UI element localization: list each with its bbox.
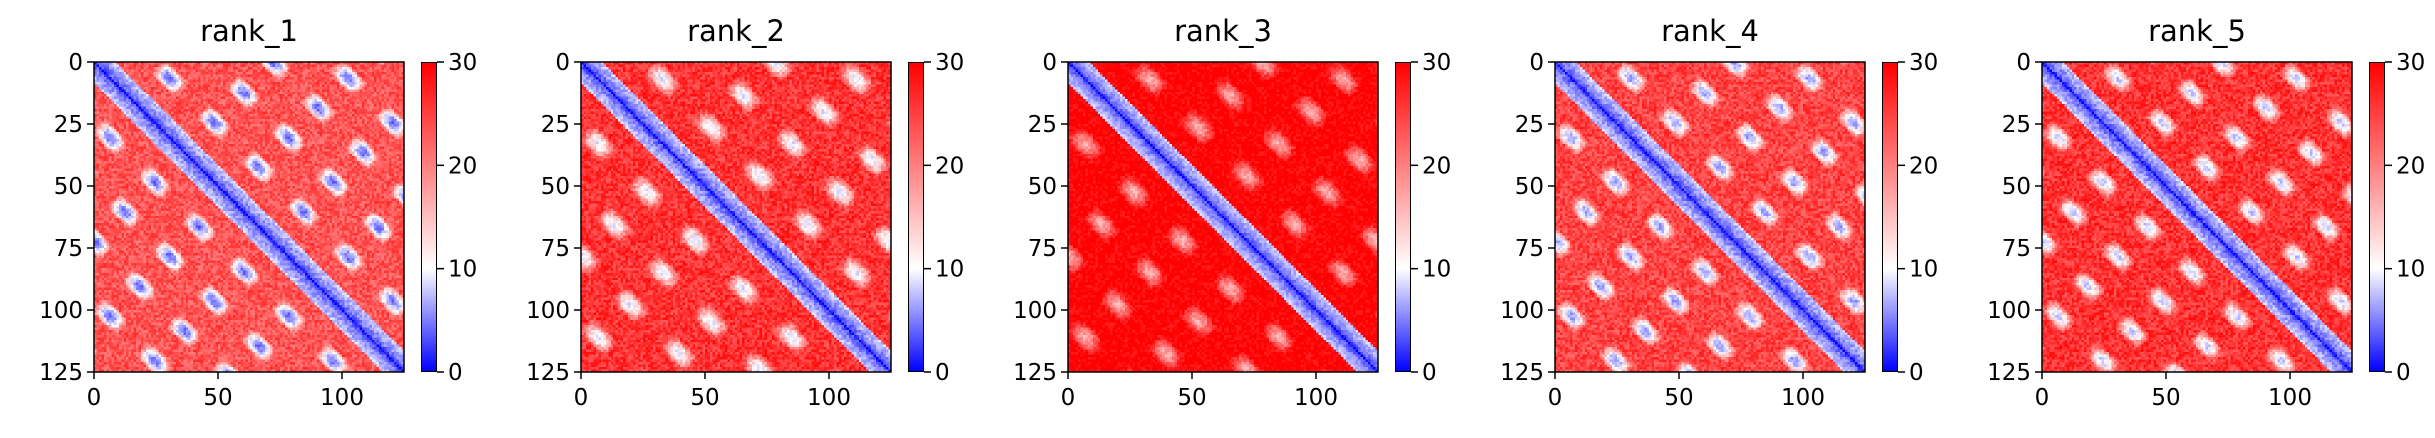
panel-title: rank_5	[2148, 14, 2246, 48]
colorbar-tick-label: 0	[1422, 360, 1437, 386]
colorbar-tick-label: 30	[1909, 50, 1938, 76]
colorbar	[1395, 62, 1411, 372]
colorbar-tick-label: 20	[1909, 153, 1938, 179]
colorbar-tick-label: 10	[1422, 257, 1451, 283]
y-tick-label: 50	[54, 174, 83, 200]
x-tick-label: 50	[1664, 385, 1693, 411]
y-tick-label: 75	[541, 236, 570, 262]
panel-rank-1: rank_1 0 50 100 0 25 50 75 100 125 0 10 20 30	[0, 0, 487, 438]
y-tick-label: 0	[68, 50, 83, 76]
colorbar-tick-label: 30	[2396, 50, 2425, 76]
colorbar-tick-label: 10	[1909, 257, 1938, 283]
y-tick-label: 125	[526, 360, 570, 386]
x-tick-label: 0	[87, 385, 102, 411]
colorbar	[2369, 62, 2385, 372]
heatmap-image	[1068, 62, 1378, 372]
colorbar-tick-label: 30	[935, 50, 964, 76]
y-tick-label: 100	[526, 298, 570, 324]
panel-rank-4: rank_4 0 50 100 0 25 50 75 100 125 0 10 20 30	[1461, 0, 1948, 438]
axes-frame	[1554, 61, 1866, 373]
y-tick-label: 125	[1500, 360, 1544, 386]
x-tick-label: 50	[203, 385, 232, 411]
y-tick-label: 50	[1515, 174, 1544, 200]
panel-title: rank_2	[687, 14, 785, 48]
y-tick-label: 25	[541, 112, 570, 138]
x-tick-label: 50	[1177, 385, 1206, 411]
y-tick-label: 0	[1529, 50, 1544, 76]
x-tick-label: 0	[2035, 385, 2050, 411]
y-tick-label: 125	[1987, 360, 2031, 386]
x-tick-label: 0	[1548, 385, 1563, 411]
y-tick-label: 75	[54, 236, 83, 262]
y-tick-label: 0	[1042, 50, 1057, 76]
heatmap-image	[1555, 62, 1865, 372]
colorbar-tick-label: 10	[935, 257, 964, 283]
y-tick-label: 75	[1515, 236, 1544, 262]
y-tick-label: 100	[1013, 298, 1057, 324]
y-tick-label: 75	[1028, 236, 1057, 262]
colorbar-tick-label: 20	[1422, 153, 1451, 179]
colorbar	[1882, 62, 1898, 372]
x-tick-label: 100	[2268, 385, 2312, 411]
colorbar-tick-label: 0	[935, 360, 950, 386]
colorbar-tick-label: 10	[2396, 257, 2425, 283]
x-tick-label: 100	[1781, 385, 1825, 411]
y-tick-label: 125	[39, 360, 83, 386]
axes-frame	[1067, 61, 1379, 373]
y-tick-label: 50	[1028, 174, 1057, 200]
colorbar-tick-label: 0	[1909, 360, 1924, 386]
panel-title: rank_3	[1174, 14, 1272, 48]
colorbar-tick-label: 20	[448, 153, 477, 179]
colorbar	[908, 62, 924, 372]
heatmap-image	[94, 62, 404, 372]
colorbar-tick-label: 20	[935, 153, 964, 179]
y-tick-label: 75	[2002, 236, 2031, 262]
y-tick-label: 100	[39, 298, 83, 324]
x-tick-label: 100	[807, 385, 851, 411]
y-tick-label: 50	[541, 174, 570, 200]
x-tick-label: 100	[1294, 385, 1338, 411]
x-tick-label: 0	[574, 385, 589, 411]
axes-frame	[93, 61, 405, 373]
y-tick-label: 50	[2002, 174, 2031, 200]
y-tick-label: 100	[1500, 298, 1544, 324]
panel-rank-2: rank_2 0 50 100 0 25 50 75 100 125 0 10 20 30	[487, 0, 974, 438]
axes-frame	[580, 61, 892, 373]
x-tick-label: 50	[690, 385, 719, 411]
heatmap-image	[581, 62, 891, 372]
x-tick-label: 0	[1061, 385, 1076, 411]
panel-title: rank_4	[1661, 14, 1759, 48]
panel-title: rank_1	[200, 14, 298, 48]
colorbar	[421, 62, 437, 372]
panel-rank-5: rank_5 0 50 100 0 25 50 75 100 125 0 10 20 30	[1948, 0, 2435, 438]
y-tick-label: 25	[1515, 112, 1544, 138]
heatmap-image	[2042, 62, 2352, 372]
y-tick-label: 25	[54, 112, 83, 138]
x-tick-label: 50	[2151, 385, 2180, 411]
colorbar-tick-label: 30	[448, 50, 477, 76]
y-tick-label: 100	[1987, 298, 2031, 324]
colorbar-tick-label: 30	[1422, 50, 1451, 76]
x-tick-label: 100	[320, 385, 364, 411]
y-tick-label: 25	[1028, 112, 1057, 138]
axes-frame	[2041, 61, 2353, 373]
colorbar-tick-label: 10	[448, 257, 477, 283]
colorbar-tick-label: 0	[448, 360, 463, 386]
colorbar-tick-label: 0	[2396, 360, 2411, 386]
y-tick-label: 25	[2002, 112, 2031, 138]
y-tick-label: 0	[555, 50, 570, 76]
y-tick-label: 125	[1013, 360, 1057, 386]
colorbar-tick-label: 20	[2396, 153, 2425, 179]
panel-rank-3: rank_3 0 50 100 0 25 50 75 100 125 0 10 20 30	[974, 0, 1461, 438]
y-tick-label: 0	[2016, 50, 2031, 76]
